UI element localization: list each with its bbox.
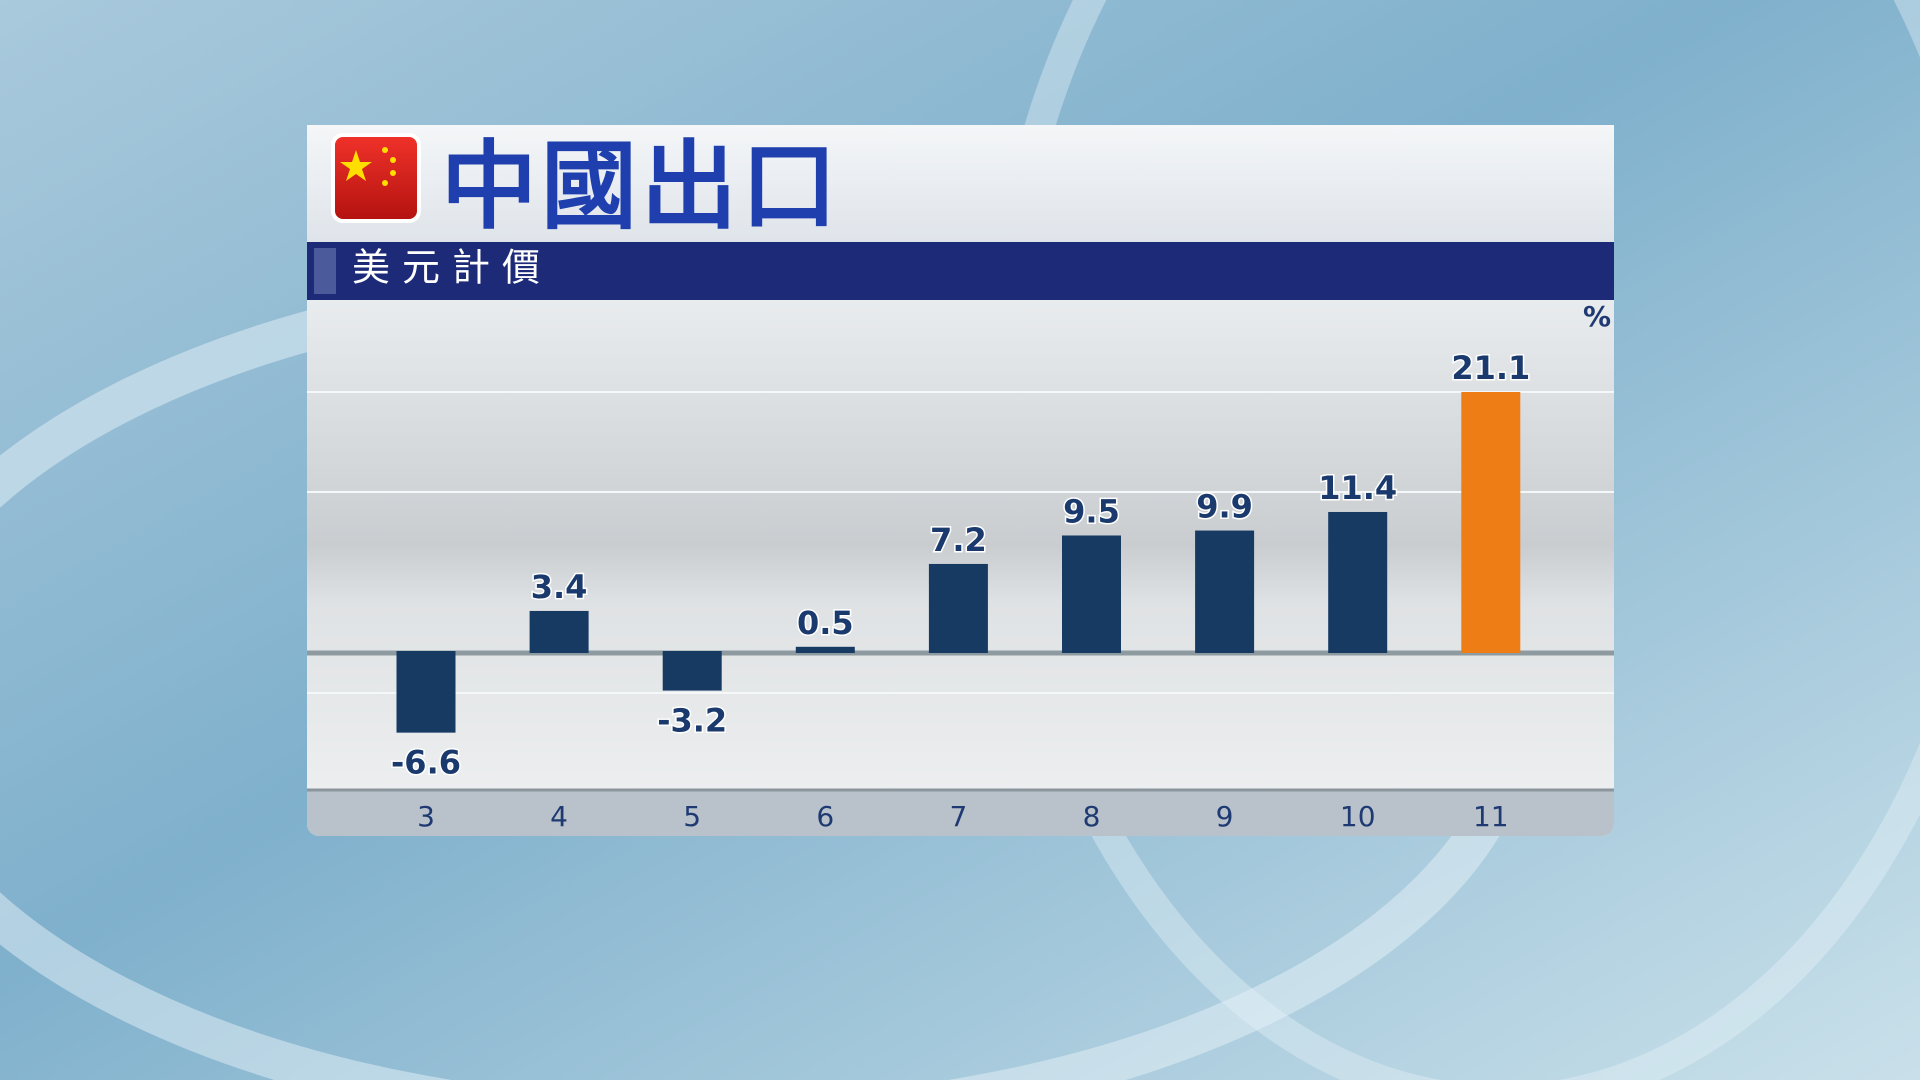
- value-label: 9.9: [1196, 488, 1253, 526]
- value-label: -6.6: [391, 744, 461, 782]
- bar: [1062, 535, 1121, 653]
- value-label: 7.2: [930, 521, 987, 559]
- bar: [662, 651, 722, 691]
- value-label: 0.5: [797, 604, 854, 642]
- bar: [1195, 530, 1255, 653]
- bar: [1328, 511, 1388, 653]
- x-tick-label: 7: [949, 800, 967, 833]
- x-tick-label: 10: [1340, 800, 1376, 833]
- value-label: 9.5: [1063, 492, 1120, 530]
- value-label: 21.1: [1451, 349, 1530, 387]
- x-tick-label: 8: [1083, 800, 1101, 833]
- flag-star: [382, 147, 388, 153]
- x-tick-label: 3: [417, 800, 435, 833]
- x-tick-label: 11: [1473, 800, 1509, 833]
- value-label: 11.4: [1318, 469, 1397, 507]
- subtitle-banner: [307, 242, 1614, 300]
- bar: [928, 563, 988, 653]
- chart-title: 中國出口: [441, 130, 841, 242]
- chart-subtitle: 美元計價: [352, 246, 552, 290]
- value-label: -3.2: [657, 702, 727, 740]
- flag-star: [390, 157, 396, 163]
- bar: [396, 651, 456, 733]
- category-strip: [307, 790, 1614, 836]
- x-tick-label: 9: [1216, 800, 1234, 833]
- x-tick-label: 5: [683, 800, 701, 833]
- bar: [1461, 392, 1521, 653]
- title-area: [307, 125, 1614, 242]
- flag-star: [340, 150, 372, 181]
- x-tick-label: 4: [550, 800, 568, 833]
- flag: [331, 133, 421, 223]
- flag-star: [390, 170, 396, 176]
- x-tick-label: 6: [816, 800, 834, 833]
- unit-label: %: [1583, 300, 1611, 333]
- banner-accent: [314, 248, 336, 294]
- flag-star: [382, 180, 388, 186]
- value-label: 3.4: [531, 568, 588, 606]
- bar: [795, 646, 855, 653]
- plot-area: [307, 300, 1614, 790]
- bar: [529, 610, 589, 653]
